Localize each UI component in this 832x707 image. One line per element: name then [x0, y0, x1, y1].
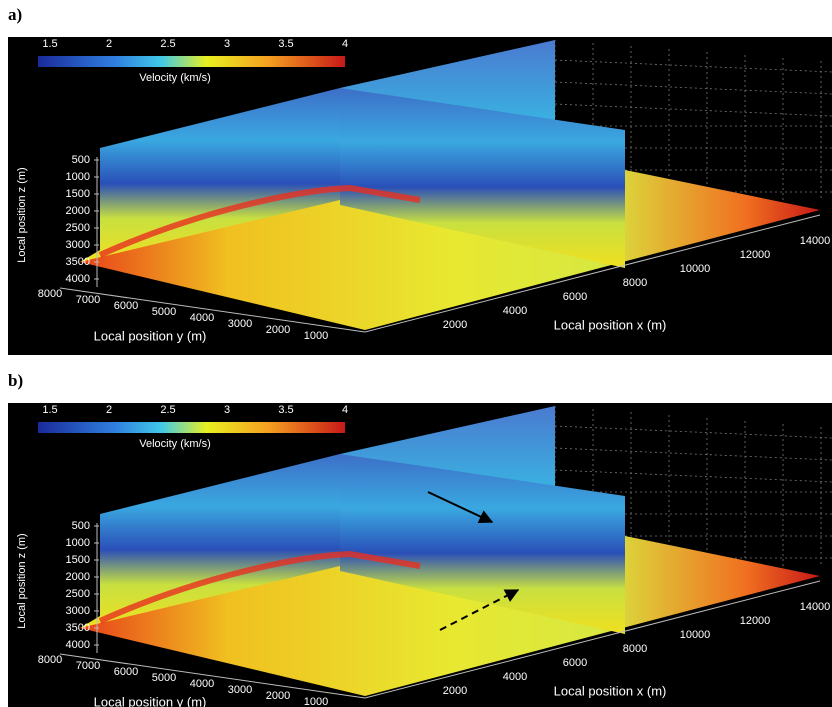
- y-tick-label: 6000: [114, 666, 138, 678]
- z-tick-label: 3500: [66, 256, 90, 268]
- y-tick-label: 3000: [228, 684, 252, 696]
- colorbar: [38, 56, 345, 67]
- colorbar-tick-label: 2.5: [160, 404, 175, 416]
- z-tick-label: 4000: [66, 639, 90, 651]
- grid-line: [554, 447, 832, 461]
- y-tick-label: 1000: [304, 696, 328, 707]
- y-tick-label: 4000: [190, 312, 214, 324]
- floor-slice: [80, 536, 820, 696]
- colorbar-label: Velocity (km/s): [139, 72, 211, 84]
- z-tick-label: 3000: [66, 605, 90, 617]
- grid-line: [554, 469, 832, 483]
- x-axis-label: Local position x (m): [554, 683, 667, 698]
- y-tick-label: 8000: [38, 654, 62, 666]
- panel-label: a): [8, 5, 22, 24]
- y-tick-label: 7000: [76, 294, 100, 306]
- colorbar-tick-label: 1.5: [42, 38, 57, 50]
- high-velocity-band: [98, 550, 421, 624]
- z-tick-label: 3500: [66, 622, 90, 634]
- axis-line: [59, 287, 366, 333]
- x-tick-label: 12000: [740, 249, 771, 261]
- colorbar-tick-label: 4: [342, 38, 348, 50]
- x-tick-label: 8000: [623, 277, 647, 289]
- colorbar-tick-label: 4: [342, 404, 348, 416]
- colorbar-tick-label: 2.5: [160, 38, 175, 50]
- panel-a: 1.5 2 2.5 3 3.5 4 Velocity (km/s) 500 1000 1500 20…: [8, 37, 832, 355]
- axis-line: [364, 214, 821, 333]
- colorbar-tick-label: 3: [224, 404, 230, 416]
- z-tick-label: 3000: [66, 239, 90, 251]
- colorbar-tick-label: 3: [224, 38, 230, 50]
- x-slice: [340, 88, 625, 268]
- axis-line: [59, 653, 366, 699]
- grid-line: [554, 59, 832, 73]
- x-tick-label: 4000: [503, 305, 527, 317]
- colorbar-tick-label: 3.5: [278, 38, 293, 50]
- z-tick-label: 1500: [66, 188, 90, 200]
- arrow-dashed: [439, 589, 520, 631]
- y-tick-label: 7000: [76, 660, 100, 672]
- grid-line: [554, 103, 832, 117]
- colorbar-label: Velocity (km/s): [139, 438, 211, 450]
- z-tick-label: 1000: [66, 537, 90, 549]
- x-tick-label: 2000: [443, 319, 467, 331]
- z-axis-label: Local position z (m): [16, 167, 28, 262]
- x-tick-label: 6000: [563, 657, 587, 669]
- x-tick-label: 10000: [680, 263, 711, 275]
- x-tick-label: 8000: [623, 643, 647, 655]
- y-tick-label: 4000: [190, 678, 214, 690]
- x-tick-label: 10000: [680, 629, 711, 641]
- x-axis-label: Local position x (m): [554, 317, 667, 332]
- z-tick-label: 1000: [66, 171, 90, 183]
- grid-line: [554, 81, 832, 95]
- y-tick-label: 1000: [304, 330, 328, 342]
- z-tick-label: 2500: [66, 588, 90, 600]
- x-tick-label: 14000: [800, 601, 831, 613]
- panel-b: 1.5 2 2.5 3 3.5 4 Velocity (km/s) 500 1000 1500 20…: [8, 403, 832, 707]
- y-tick-label: 8000: [38, 288, 62, 300]
- grid-line: [554, 425, 832, 439]
- high-velocity-band: [98, 184, 421, 258]
- x-tick-label: 12000: [740, 615, 771, 627]
- axis-line: [364, 580, 821, 699]
- y-axis-label: Local position y (m): [94, 328, 207, 343]
- z-tick-label: 4000: [66, 273, 90, 285]
- z-tick-label: 500: [72, 520, 90, 532]
- z-tick-label: 500: [72, 154, 90, 166]
- y-tick-label: 2000: [266, 690, 290, 702]
- x-tick-label: 2000: [443, 685, 467, 697]
- x-tick-label: 4000: [503, 671, 527, 683]
- x-tick-label: 6000: [563, 291, 587, 303]
- colorbar: [38, 422, 345, 433]
- y-tick-label: 2000: [266, 324, 290, 336]
- colorbar-tick-label: 2: [106, 38, 112, 50]
- arrow: [427, 491, 494, 523]
- z-tick-label: 1500: [66, 554, 90, 566]
- z-axis-label: Local position z (m): [16, 533, 28, 628]
- colorbar-tick-label: 1.5: [42, 404, 57, 416]
- y-tick-label: 3000: [228, 318, 252, 330]
- z-tick-label: 2000: [66, 571, 90, 583]
- colorbar-tick-label: 3.5: [278, 404, 293, 416]
- x-slice: [340, 454, 625, 634]
- y-tick-label: 5000: [152, 672, 176, 684]
- y-slice: [80, 454, 340, 628]
- colorbar-tick-label: 2: [106, 404, 112, 416]
- y-slice: [80, 88, 340, 262]
- floor-slice: [80, 170, 820, 330]
- x-tick-label: 14000: [800, 235, 831, 247]
- panel-label: b): [8, 371, 23, 390]
- y-tick-label: 5000: [152, 306, 176, 318]
- z-tick-label: 2500: [66, 222, 90, 234]
- scene: 1.5 2 2.5 3 3.5 4 Velocity (km/s) 500 1000 1500 20…: [8, 403, 832, 707]
- scene: 1.5 2 2.5 3 3.5 4 Velocity (km/s) 500 1000 1500 20…: [8, 37, 832, 355]
- y-tick-label: 6000: [114, 300, 138, 312]
- z-tick-label: 2000: [66, 205, 90, 217]
- y-axis-label: Local position y (m): [94, 694, 207, 707]
